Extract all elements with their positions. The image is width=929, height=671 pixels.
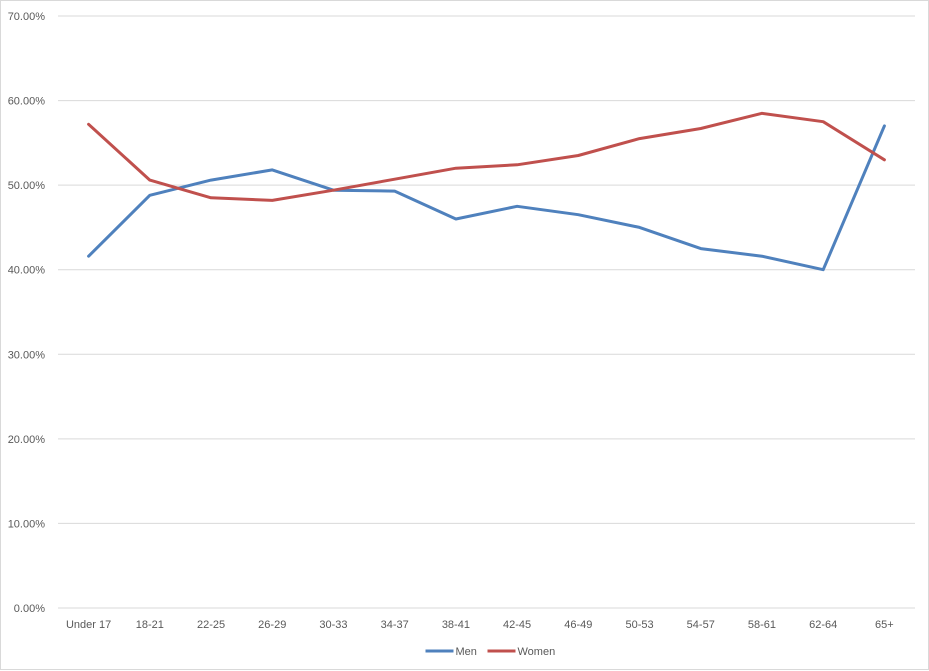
data-point-men [577, 213, 580, 216]
data-point-men [87, 255, 90, 258]
data-point-women [393, 178, 396, 181]
data-point-men [454, 217, 457, 220]
data-point-women [822, 120, 825, 123]
y-tick-label: 40.00% [8, 265, 46, 277]
gridlines [58, 15, 915, 524]
x-tick-label: 46-49 [564, 619, 592, 631]
x-tick-label: 42-45 [503, 619, 531, 631]
data-point-men [393, 190, 396, 193]
data-point-women [577, 154, 580, 157]
x-tick-label: 65+ [875, 619, 894, 631]
x-tick-label: 50-53 [625, 619, 653, 631]
x-tick-label: 18-21 [136, 619, 164, 631]
series-line-women [87, 111, 886, 202]
data-point-men [883, 124, 886, 127]
data-point-women [210, 196, 213, 199]
series-lines [87, 111, 886, 272]
y-tick-label: 10.00% [8, 518, 46, 530]
data-point-men [760, 255, 763, 258]
x-tick-label: 54-57 [687, 619, 715, 631]
y-tick-label: 60.00% [8, 96, 46, 108]
data-point-women [638, 137, 641, 140]
axes: 0.00% 10.00% 20.00% 30.00% 40.00% 50.00% 60.00… [8, 11, 915, 631]
y-tick-label: 70.00% [8, 11, 46, 23]
series-line-men [87, 124, 886, 272]
data-point-women [516, 163, 519, 166]
y-tick-label: 30.00% [8, 349, 46, 361]
y-tick-label: 0.00% [14, 603, 45, 615]
x-tick-label: 62-64 [809, 619, 837, 631]
data-point-women [883, 158, 886, 161]
y-tick-label: 50.00% [8, 180, 46, 192]
x-tick-label: Under 17 [66, 619, 111, 631]
data-point-women [87, 123, 90, 126]
legend: Men Women [425, 646, 556, 658]
data-point-men [148, 194, 151, 197]
x-tick-label: 26-29 [258, 619, 286, 631]
data-point-men [822, 268, 825, 271]
data-point-men [638, 226, 641, 229]
y-tick-label: 20.00% [8, 434, 46, 446]
data-point-women [699, 127, 702, 130]
data-point-women [454, 167, 457, 170]
x-tick-label: 30-33 [319, 619, 347, 631]
legend-label-women: Women [518, 646, 556, 658]
data-point-women [271, 199, 274, 202]
x-tick-label: 38-41 [442, 619, 470, 631]
data-point-women [148, 179, 151, 182]
data-point-women [332, 189, 335, 192]
data-point-men [516, 205, 519, 208]
data-point-men [271, 168, 274, 171]
data-point-men [210, 179, 213, 182]
x-tick-label: 58-61 [748, 619, 776, 631]
data-point-men [699, 247, 702, 250]
x-tick-label: 34-37 [381, 619, 409, 631]
legend-label-men: Men [456, 646, 477, 658]
data-point-women [760, 112, 763, 115]
x-tick-label: 22-25 [197, 619, 225, 631]
